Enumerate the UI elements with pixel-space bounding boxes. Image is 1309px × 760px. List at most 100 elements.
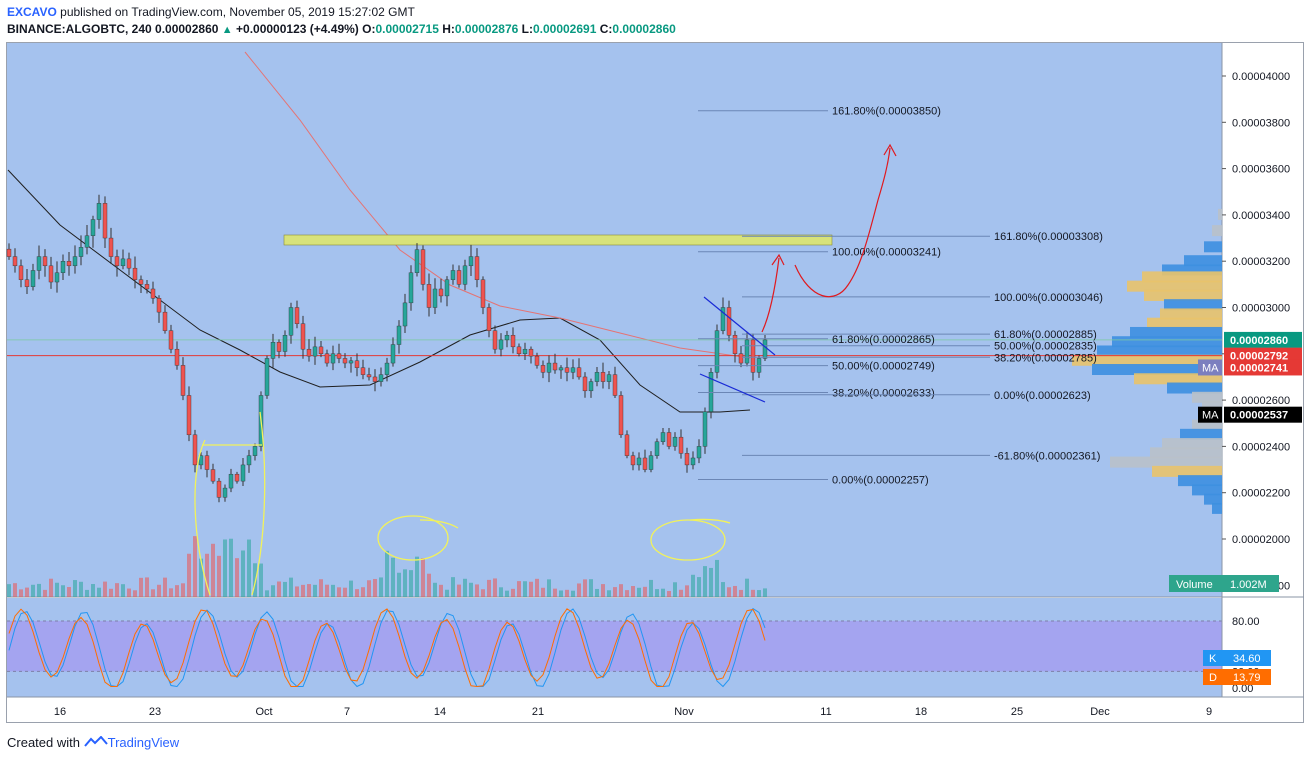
highlight-circle-1 (377, 515, 449, 561)
candle-body (54, 272, 60, 283)
volume-profile-bar (1097, 345, 1222, 357)
low-value: 0.00002691 (532, 22, 597, 36)
up-triangle-icon: ▲ (221, 24, 233, 36)
candle-body (468, 256, 474, 267)
volume-bar (145, 577, 149, 597)
candle-body (426, 284, 432, 308)
candle-body (546, 362, 552, 373)
volume-label-name: Volume (1176, 579, 1213, 591)
volume-bar (469, 582, 473, 597)
tradingview-brand[interactable]: TradingView (107, 735, 180, 750)
volume-bar (415, 556, 419, 597)
volume-bar (439, 584, 443, 597)
volume-profile-bar (1162, 438, 1222, 450)
price-tick-label: 0.00003600 (1232, 164, 1290, 176)
candle-body (420, 249, 426, 285)
volume-bar (49, 578, 53, 597)
price-tick-label: 0.00003800 (1232, 117, 1290, 129)
stoch-d-line (8, 608, 766, 688)
price-label-box (1224, 406, 1302, 423)
candle-body (288, 307, 294, 336)
volume-profile-bar (1072, 354, 1222, 366)
volume-bar (271, 585, 275, 597)
volume-bar (193, 536, 197, 597)
volume-bar (721, 582, 725, 597)
volume-profile-bar (1204, 241, 1222, 253)
volume-bar (523, 581, 527, 597)
volume-bar (241, 550, 245, 597)
volume-profile-bar (1112, 336, 1222, 348)
author-name[interactable]: EXCAVO (7, 5, 57, 19)
volume-bar (367, 580, 371, 597)
volume-bar (487, 579, 491, 597)
volume-bar (289, 577, 293, 597)
volume-bar (343, 587, 347, 597)
close-label: C: (599, 22, 613, 36)
volume-bar (559, 590, 563, 597)
candle-body (6, 248, 12, 257)
fib-right-label: 0.00%(0.00002623) (994, 390, 1091, 402)
volume-bar (631, 586, 635, 597)
volume-bar (235, 558, 239, 597)
volume-bar (43, 589, 47, 597)
candle-body (570, 367, 576, 373)
time-tick-label: 14 (434, 706, 446, 718)
volume-bar (511, 588, 515, 597)
volume-bar (697, 577, 701, 597)
candle-body (744, 339, 750, 364)
candle-body (342, 358, 348, 364)
volume-bar (319, 579, 323, 597)
volume-bar (589, 579, 593, 597)
volume-bar (337, 587, 341, 597)
volume-bar (691, 574, 695, 597)
time-tick-label: 7 (344, 706, 350, 718)
candle-body (24, 279, 30, 287)
candle-body (150, 288, 156, 299)
candle-body (36, 256, 42, 271)
volume-profile-bar (1092, 364, 1222, 376)
volume-bar (649, 579, 653, 597)
volume-bar (451, 577, 455, 597)
candle-body (690, 457, 696, 466)
volume-bar (763, 588, 767, 597)
volume-bar (175, 585, 179, 597)
candle-body (360, 367, 366, 375)
candle-body (636, 457, 642, 466)
volume-bar (265, 590, 269, 597)
volume-bar (541, 587, 545, 597)
candle-body (630, 455, 636, 466)
candle-body (678, 436, 684, 454)
ohlc-legend: BINANCE:ALGOBTC, 240 0.00002860 ▲ +0.000… (7, 22, 676, 36)
volume-bar (13, 583, 17, 597)
candle-body (216, 480, 222, 498)
candle-body (714, 330, 720, 373)
candle-body (438, 288, 444, 297)
candle-body (336, 353, 342, 359)
volume-bar (169, 588, 173, 597)
volume-label-box (1169, 575, 1279, 592)
candle-body (210, 469, 216, 482)
candle-body (264, 358, 270, 396)
volume-bar (475, 584, 479, 597)
candle-body (66, 261, 72, 267)
volume-profile-bar (1134, 373, 1222, 385)
candle-body (282, 335, 288, 352)
candle-body (504, 335, 510, 341)
volume-bar (115, 583, 119, 597)
volume-bar (637, 587, 641, 597)
volume-bar (97, 587, 101, 597)
volume-bar (199, 558, 203, 597)
volume-bar (499, 587, 503, 597)
candle-body (18, 265, 24, 280)
candle-body (684, 453, 690, 466)
time-tick-label: Dec (1090, 706, 1110, 718)
candle-body (234, 473, 240, 482)
price-label-text: 0.00002537 (1230, 410, 1288, 422)
volume-bar (709, 567, 713, 597)
volume-profile-bar (1164, 299, 1222, 311)
candle-body (354, 360, 360, 368)
candle-body (60, 261, 66, 273)
volume-profile-bar (1152, 465, 1222, 477)
candle-body (276, 342, 282, 352)
